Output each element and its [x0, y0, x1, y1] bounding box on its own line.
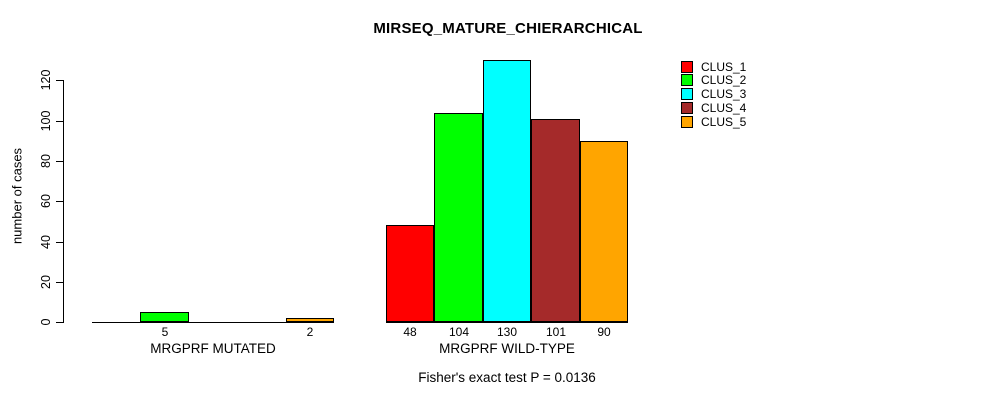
legend-swatch	[681, 88, 693, 100]
bar	[483, 60, 531, 322]
legend-label: CLUS_5	[701, 115, 747, 129]
y-tick	[56, 161, 63, 162]
y-tick-label: 100	[39, 110, 53, 132]
bar	[531, 119, 580, 322]
bar	[286, 318, 334, 322]
group-baseline	[92, 322, 334, 323]
x-group-label: MRGPRF WILD-TYPE	[439, 341, 575, 356]
y-tick-label: 20	[39, 275, 53, 289]
y-tick	[56, 80, 63, 81]
y-tick-label: 60	[39, 194, 53, 208]
legend-swatch	[681, 116, 693, 128]
legend-swatch	[681, 61, 693, 73]
chart-title: MIRSEQ_MATURE_CHIERARCHICAL	[373, 20, 643, 37]
y-tick-label: 40	[39, 235, 53, 249]
legend-swatch	[681, 74, 693, 86]
y-axis-line	[63, 80, 64, 323]
y-tick	[56, 322, 63, 323]
y-tick-label: 0	[39, 318, 53, 326]
legend-label: CLUS_4	[701, 101, 747, 115]
bar-value-label: 48	[403, 325, 417, 339]
bar	[434, 113, 483, 322]
legend-swatch	[681, 102, 693, 114]
bar-value-label: 104	[448, 325, 470, 339]
legend-label: CLUS_1	[701, 60, 747, 74]
bar-value-label: 2	[306, 325, 314, 339]
bar	[386, 225, 434, 322]
legend-label: CLUS_2	[701, 73, 747, 87]
bar	[140, 312, 189, 322]
subtitle-fisher-test: Fisher's exact test P = 0.0136	[418, 370, 596, 385]
bar-value-label: 130	[496, 325, 518, 339]
bar-value-label: 90	[597, 325, 611, 339]
bar-value-label: 5	[161, 325, 169, 339]
y-axis-title: number of cases	[9, 147, 25, 245]
bar	[580, 141, 628, 322]
y-tick	[56, 242, 63, 243]
x-group-label: MRGPRF MUTATED	[150, 341, 276, 356]
group-baseline	[386, 322, 628, 323]
y-tick	[56, 282, 63, 283]
y-tick	[56, 201, 63, 202]
bar-value-label: 101	[545, 325, 567, 339]
y-tick-label: 80	[39, 154, 53, 168]
y-tick-label: 120	[39, 69, 53, 91]
y-tick	[56, 121, 63, 122]
legend-label: CLUS_3	[701, 87, 747, 101]
